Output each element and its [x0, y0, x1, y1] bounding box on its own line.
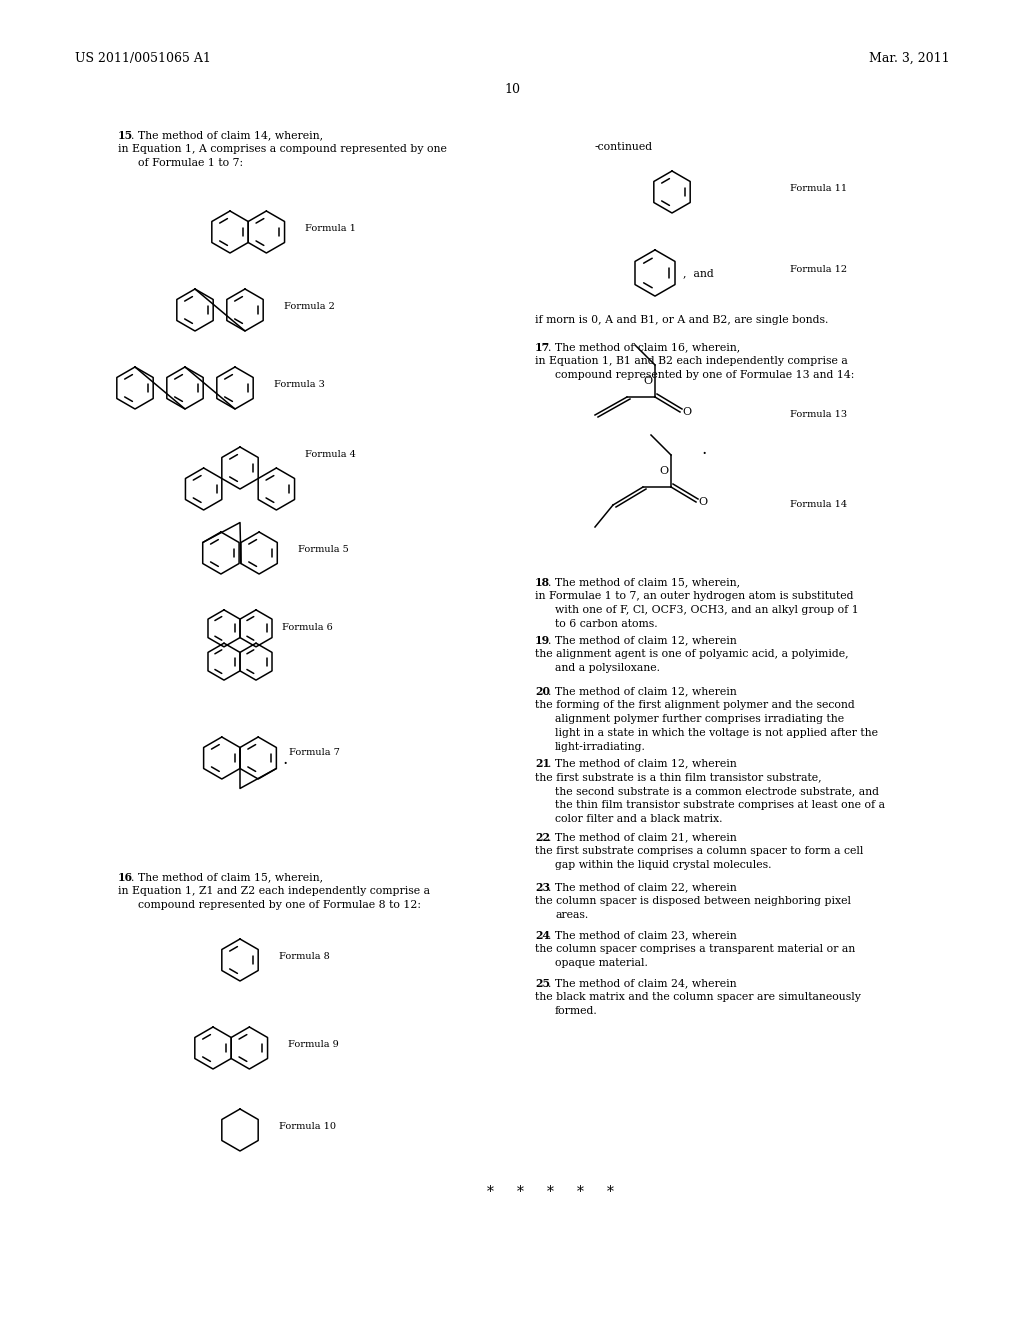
- Text: Formula 6: Formula 6: [283, 623, 333, 632]
- Text: the alignment agent is one of polyamic acid, a polyimide,: the alignment agent is one of polyamic a…: [535, 649, 849, 659]
- Text: . The method of claim 15, wherein,: . The method of claim 15, wherein,: [131, 873, 324, 882]
- Text: . The method of claim 15, wherein,: . The method of claim 15, wherein,: [548, 577, 740, 587]
- Text: opaque material.: opaque material.: [555, 958, 648, 968]
- Text: ,  and: , and: [683, 268, 714, 279]
- Text: -continued: -continued: [595, 143, 653, 152]
- Text: 15: 15: [118, 129, 133, 141]
- Text: 22: 22: [535, 832, 550, 843]
- Text: light-irradiating.: light-irradiating.: [555, 742, 646, 752]
- Text: the black matrix and the column spacer are simultaneously: the black matrix and the column spacer a…: [535, 993, 861, 1002]
- Text: the column spacer comprises a transparent material or an: the column spacer comprises a transparen…: [535, 944, 855, 954]
- Text: . The method of claim 12, wherein: . The method of claim 12, wherein: [548, 758, 736, 768]
- Text: Formula 13: Formula 13: [790, 411, 847, 418]
- Text: Mar. 3, 2011: Mar. 3, 2011: [869, 51, 950, 65]
- Text: Formula 10: Formula 10: [279, 1122, 336, 1131]
- Text: light in a state in which the voltage is not applied after the: light in a state in which the voltage is…: [555, 729, 878, 738]
- Text: compound represented by one of Formulae 13 and 14:: compound represented by one of Formulae …: [555, 370, 854, 380]
- Text: O: O: [643, 376, 652, 385]
- Text: the thin film transistor substrate comprises at least one of a: the thin film transistor substrate compr…: [555, 800, 885, 810]
- Text: . The method of claim 23, wherein: . The method of claim 23, wherein: [548, 931, 736, 940]
- Text: the second substrate is a common electrode substrate, and: the second substrate is a common electro…: [555, 785, 879, 796]
- Text: . The method of claim 14, wherein,: . The method of claim 14, wherein,: [131, 129, 324, 140]
- Text: Formula 7: Formula 7: [289, 748, 340, 756]
- Text: Formula 14: Formula 14: [790, 500, 847, 510]
- Text: in Formulae 1 to 7, an outer hydrogen atom is substituted: in Formulae 1 to 7, an outer hydrogen at…: [535, 591, 853, 601]
- Text: *: *: [547, 1185, 553, 1199]
- Text: 10: 10: [504, 83, 520, 96]
- Text: .: .: [701, 441, 707, 458]
- Text: in Equation 1, A comprises a compound represented by one: in Equation 1, A comprises a compound re…: [118, 144, 446, 154]
- Text: . The method of claim 24, wherein: . The method of claim 24, wherein: [548, 978, 736, 987]
- Text: *: *: [516, 1185, 523, 1199]
- Text: *: *: [606, 1185, 613, 1199]
- Text: O: O: [682, 407, 691, 417]
- Text: . The method of claim 21, wherein: . The method of claim 21, wherein: [548, 832, 736, 842]
- Text: color filter and a black matrix.: color filter and a black matrix.: [555, 814, 723, 824]
- Text: in Equation 1, Z1 and Z2 each independently comprise a: in Equation 1, Z1 and Z2 each independen…: [118, 886, 430, 896]
- Text: . The method of claim 12, wherein: . The method of claim 12, wherein: [548, 686, 736, 696]
- Text: Formula 11: Formula 11: [790, 183, 847, 193]
- Text: Formula 9: Formula 9: [289, 1040, 339, 1049]
- Text: O: O: [659, 466, 668, 477]
- Text: 16: 16: [118, 873, 133, 883]
- Text: if morn is 0, A and B1, or A and B2, are single bonds.: if morn is 0, A and B1, or A and B2, are…: [535, 315, 828, 325]
- Text: the first substrate is a thin film transistor substrate,: the first substrate is a thin film trans…: [535, 772, 821, 781]
- Text: US 2011/0051065 A1: US 2011/0051065 A1: [75, 51, 211, 65]
- Text: Formula 8: Formula 8: [279, 952, 330, 961]
- Text: areas.: areas.: [555, 909, 588, 920]
- Text: Formula 3: Formula 3: [274, 380, 325, 389]
- Text: . The method of claim 22, wherein: . The method of claim 22, wherein: [548, 882, 736, 892]
- Text: formed.: formed.: [555, 1006, 598, 1016]
- Text: 25: 25: [535, 978, 550, 989]
- Text: the first substrate comprises a column spacer to form a cell: the first substrate comprises a column s…: [535, 846, 863, 855]
- Text: 23: 23: [535, 882, 550, 894]
- Text: .: .: [283, 751, 288, 768]
- Text: Formula 2: Formula 2: [284, 302, 335, 312]
- Text: . The method of claim 12, wherein: . The method of claim 12, wherein: [548, 635, 736, 645]
- Text: 18: 18: [535, 577, 550, 587]
- Text: and a polysiloxane.: and a polysiloxane.: [555, 663, 660, 673]
- Text: the forming of the first alignment polymer and the second: the forming of the first alignment polym…: [535, 700, 855, 710]
- Text: compound represented by one of Formulae 8 to 12:: compound represented by one of Formulae …: [138, 900, 421, 909]
- Text: *: *: [577, 1185, 584, 1199]
- Text: O: O: [698, 498, 708, 507]
- Text: . The method of claim 16, wherein,: . The method of claim 16, wherein,: [548, 342, 740, 352]
- Text: with one of F, Cl, OCF3, OCH3, and an alkyl group of 1: with one of F, Cl, OCF3, OCH3, and an al…: [555, 605, 859, 615]
- Text: the column spacer is disposed between neighboring pixel: the column spacer is disposed between ne…: [535, 896, 851, 906]
- Text: Formula 4: Formula 4: [305, 450, 356, 459]
- Text: *: *: [486, 1185, 494, 1199]
- Text: 20: 20: [535, 686, 550, 697]
- Text: 21: 21: [535, 758, 550, 770]
- Text: 17: 17: [535, 342, 550, 352]
- Text: in Equation 1, B1 and B2 each independently comprise a: in Equation 1, B1 and B2 each independen…: [535, 356, 848, 366]
- Text: of Formulae 1 to 7:: of Formulae 1 to 7:: [138, 158, 243, 168]
- Text: Formula 1: Formula 1: [305, 224, 356, 234]
- Text: alignment polymer further comprises irradiating the: alignment polymer further comprises irra…: [555, 714, 844, 723]
- Text: 24: 24: [535, 931, 550, 941]
- Text: 19: 19: [535, 635, 550, 645]
- Text: gap within the liquid crystal molecules.: gap within the liquid crystal molecules.: [555, 861, 771, 870]
- Text: to 6 carbon atoms.: to 6 carbon atoms.: [555, 619, 657, 630]
- Text: Formula 12: Formula 12: [790, 265, 847, 275]
- Text: Formula 5: Formula 5: [298, 545, 349, 554]
